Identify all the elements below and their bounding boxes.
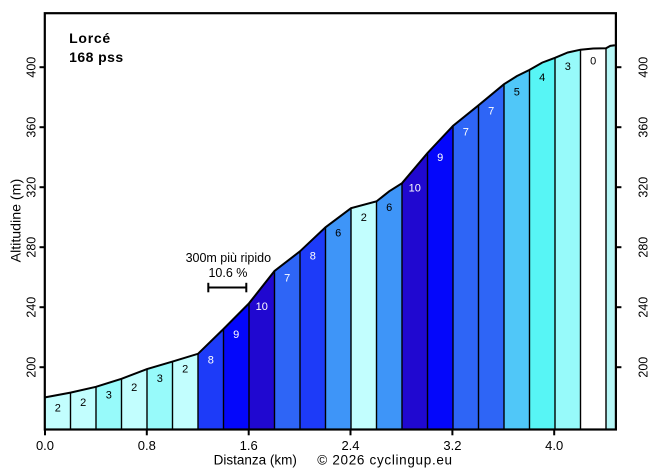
svg-text:360: 360 [25,117,39,138]
svg-text:2: 2 [131,382,137,394]
svg-text:280: 280 [637,237,651,258]
svg-text:0.8: 0.8 [138,438,156,453]
svg-text:7: 7 [284,272,290,284]
svg-text:2: 2 [80,397,86,409]
svg-text:7: 7 [463,126,469,138]
svg-text:320: 320 [25,177,39,198]
svg-text:9: 9 [437,152,443,164]
svg-text:2: 2 [361,212,367,224]
svg-text:1.6: 1.6 [240,438,258,453]
svg-text:3: 3 [106,389,112,401]
svg-text:200: 200 [25,357,39,378]
svg-text:2.4: 2.4 [341,438,359,453]
svg-text:9: 9 [233,329,239,341]
svg-text:3.2: 3.2 [443,438,461,453]
svg-text:10.6 %: 10.6 % [208,266,247,280]
svg-text:7: 7 [488,105,494,117]
svg-text:8: 8 [310,251,316,263]
svg-text:360: 360 [637,117,651,138]
svg-text:2: 2 [55,402,61,414]
svg-text:10: 10 [256,301,268,313]
svg-text:6: 6 [335,227,341,239]
svg-text:Distanza (km): Distanza (km) [214,453,297,468]
svg-text:280: 280 [25,237,39,258]
svg-text:© 2026 cyclingup.eu: © 2026 cyclingup.eu [317,453,452,468]
svg-text:8: 8 [208,354,214,366]
svg-text:0: 0 [590,56,596,68]
svg-text:Altitudine (m): Altitudine (m) [8,179,24,263]
svg-text:168 pss: 168 pss [69,49,124,65]
svg-text:3: 3 [565,61,571,73]
svg-text:300m più ripido: 300m più ripido [186,251,272,265]
svg-text:400: 400 [637,57,651,78]
svg-text:320: 320 [637,177,651,198]
svg-text:10: 10 [409,183,421,195]
svg-text:5: 5 [514,87,520,99]
svg-text:200: 200 [637,357,651,378]
svg-text:6: 6 [386,202,392,214]
svg-text:Lorcé: Lorcé [69,30,111,46]
svg-text:2: 2 [182,363,188,375]
svg-text:4: 4 [539,72,545,84]
svg-text:3: 3 [157,373,163,385]
svg-text:240: 240 [25,297,39,318]
svg-text:240: 240 [637,297,651,318]
svg-text:0.0: 0.0 [36,438,54,453]
svg-text:400: 400 [25,57,39,78]
svg-text:4.0: 4.0 [545,438,563,453]
